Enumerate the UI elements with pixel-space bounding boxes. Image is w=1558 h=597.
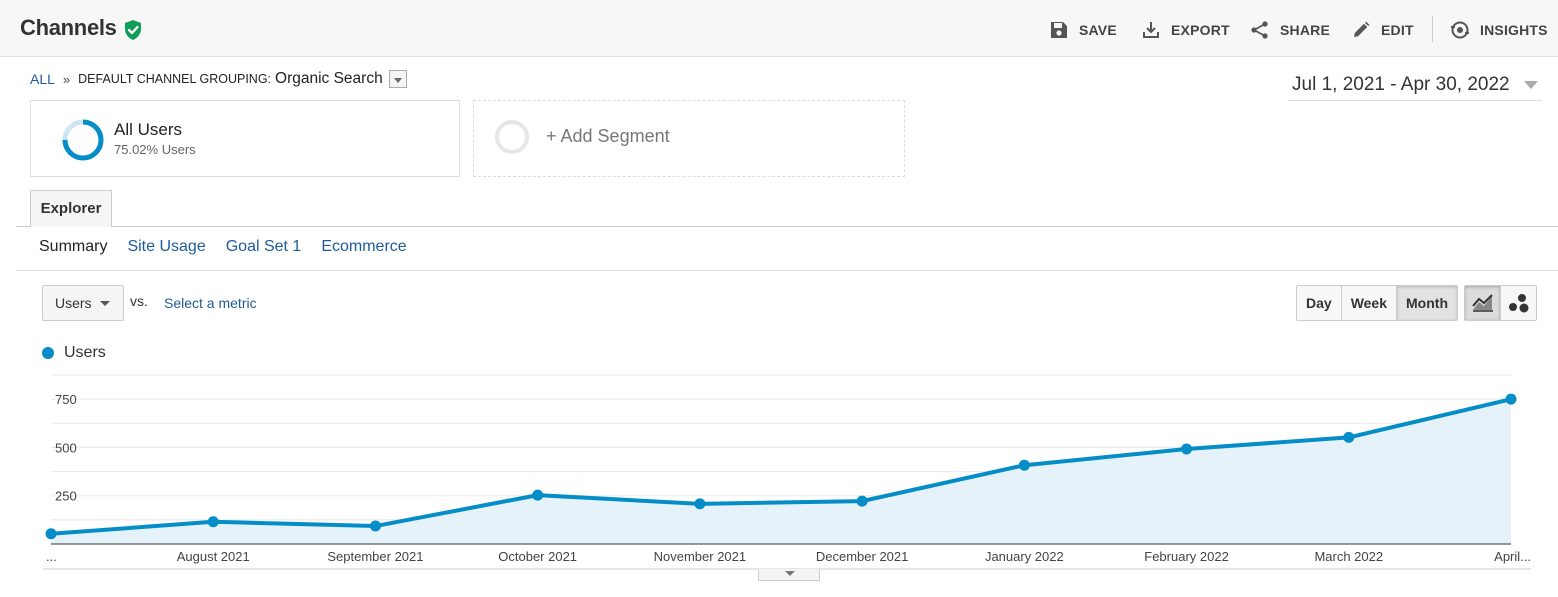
users-line-chart: 250 500 750... August 2021 September 2021 Oct… bbox=[43, 374, 1531, 570]
verified-shield-icon bbox=[125, 20, 141, 40]
data-point bbox=[45, 528, 57, 540]
breadcrumb-dimension: DEFAULT CHANNEL GROUPING: bbox=[78, 72, 272, 86]
save-label: SAVE bbox=[1079, 22, 1117, 38]
x-tick-label: October 2021 bbox=[498, 549, 577, 564]
granularity-toggle: Day Week Month bbox=[1296, 285, 1458, 321]
segment-name: All Users bbox=[114, 120, 183, 139]
empty-segment-ring-icon bbox=[495, 120, 529, 154]
vs-label: vs. bbox=[130, 293, 148, 309]
page-title: Channels bbox=[20, 15, 117, 40]
report-header: Channels SAVE EXPORT SHARE EDIT INSIGHTS bbox=[0, 0, 1558, 57]
tab-explorer[interactable]: Explorer bbox=[30, 190, 112, 227]
save-icon bbox=[1051, 22, 1067, 38]
date-range-picker[interactable]: Jul 1, 2021 - Apr 30, 2022 bbox=[1288, 70, 1542, 101]
share-button[interactable]: SHARE bbox=[1250, 18, 1330, 42]
share-icon bbox=[1251, 21, 1268, 39]
date-range-text: Jul 1, 2021 - Apr 30, 2022 bbox=[1292, 74, 1510, 95]
insights-button[interactable]: INSIGHTS bbox=[1450, 18, 1548, 42]
chart-legend: Users bbox=[42, 344, 106, 362]
series-area-fill bbox=[51, 399, 1511, 544]
line-chart-icon bbox=[1471, 294, 1493, 312]
data-point bbox=[532, 489, 544, 501]
granularity-day-button[interactable]: Day bbox=[1297, 286, 1342, 320]
y-tick-label: 750 bbox=[55, 392, 77, 407]
x-tick-label: ... bbox=[46, 549, 57, 564]
metric-select-value: Users bbox=[55, 295, 92, 311]
export-icon bbox=[1143, 22, 1159, 38]
x-tick-label: August 2021 bbox=[177, 549, 250, 564]
series-line-users bbox=[50, 397, 1512, 536]
segment-donut-icon bbox=[62, 119, 104, 161]
select-metric-link[interactable]: Select a metric bbox=[164, 295, 257, 311]
x-tick-label: September 2021 bbox=[327, 549, 423, 564]
subtab-ecommerce[interactable]: Ecommerce bbox=[321, 238, 407, 255]
x-tick-label: February 2022 bbox=[1144, 549, 1229, 564]
legend-series-label: Users bbox=[64, 344, 106, 361]
breadcrumb-dropdown-button[interactable] bbox=[388, 70, 407, 88]
subtab-summary[interactable]: Summary bbox=[39, 238, 108, 255]
add-segment-button[interactable]: + Add Segment bbox=[473, 100, 905, 177]
insights-label: INSIGHTS bbox=[1480, 22, 1548, 38]
chart-collapse-handle[interactable] bbox=[758, 569, 820, 581]
x-tick-label: November 2021 bbox=[654, 549, 747, 564]
save-button[interactable]: SAVE bbox=[1049, 18, 1117, 42]
metric-select[interactable]: Users bbox=[42, 285, 124, 321]
data-point bbox=[207, 516, 219, 528]
caret-down-icon bbox=[100, 301, 110, 306]
export-button[interactable]: EXPORT bbox=[1141, 18, 1230, 42]
y-tick-label: 500 bbox=[55, 440, 77, 455]
motion-chart-icon bbox=[1508, 294, 1528, 313]
edit-button[interactable]: EDIT bbox=[1351, 18, 1414, 42]
line-chart-button[interactable] bbox=[1465, 286, 1501, 320]
chart-type-toggle bbox=[1464, 285, 1537, 321]
granularity-week-button[interactable]: Week bbox=[1341, 286, 1398, 320]
x-tick-label: March 2022 bbox=[1314, 549, 1383, 564]
data-point bbox=[694, 498, 706, 510]
x-tick-label: April... bbox=[1494, 549, 1531, 564]
x-tick-label: January 2022 bbox=[985, 549, 1064, 564]
subtab-goal-set-1[interactable]: Goal Set 1 bbox=[225, 238, 302, 255]
data-point bbox=[856, 495, 868, 507]
subtab-site-usage[interactable]: Site Usage bbox=[127, 238, 206, 255]
data-point bbox=[1505, 393, 1517, 405]
data-point bbox=[1181, 443, 1193, 455]
data-point bbox=[1343, 431, 1355, 443]
tab-divider bbox=[16, 226, 1558, 227]
breadcrumb: ALL » DEFAULT CHANNEL GROUPING: Organic … bbox=[30, 70, 407, 88]
segment-percent: 75.02% Users bbox=[114, 142, 196, 157]
edit-icon bbox=[1354, 21, 1370, 37]
legend-series-dot bbox=[42, 347, 54, 359]
data-point bbox=[1018, 459, 1030, 471]
chevron-down-icon bbox=[1524, 81, 1538, 89]
share-label: SHARE bbox=[1280, 22, 1331, 38]
subtabs: Summary Site Usage Goal Set 1 Ecommerce bbox=[39, 238, 407, 256]
add-segment-label: + Add Segment bbox=[546, 126, 670, 146]
subtab-divider bbox=[16, 270, 1558, 271]
motion-chart-button[interactable] bbox=[1501, 286, 1536, 320]
y-tick-label: 250 bbox=[55, 489, 77, 504]
export-label: EXPORT bbox=[1171, 22, 1230, 38]
granularity-month-button[interactable]: Month bbox=[1397, 286, 1457, 320]
header-divider bbox=[1432, 16, 1433, 42]
breadcrumb-all-link[interactable]: ALL bbox=[30, 71, 55, 87]
breadcrumb-separator: » bbox=[62, 71, 71, 87]
edit-label: EDIT bbox=[1381, 22, 1414, 38]
segment-all-users[interactable]: All Users 75.02% Users bbox=[30, 100, 460, 177]
x-tick-label: December 2021 bbox=[816, 549, 909, 564]
insights-icon bbox=[1451, 21, 1469, 39]
data-point bbox=[369, 520, 381, 532]
breadcrumb-value: Organic Search bbox=[275, 70, 383, 87]
